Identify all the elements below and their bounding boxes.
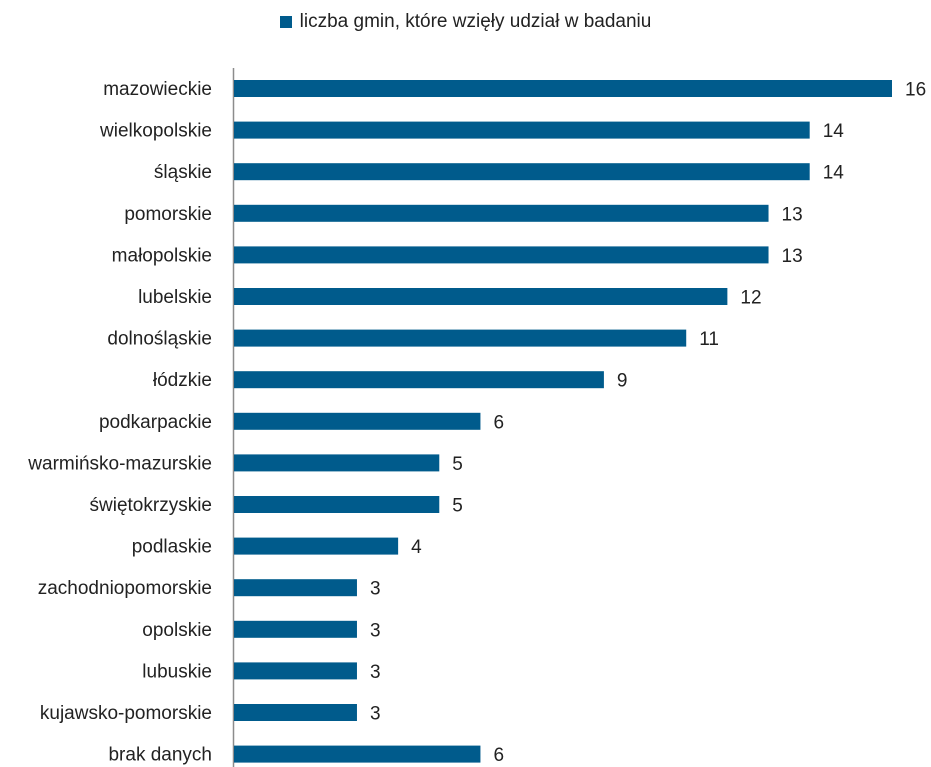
data-label: 3 [370,662,381,683]
data-label: 6 [493,412,504,433]
category-label: śląskie [154,162,212,183]
legend-swatch [279,16,292,28]
data-label: 4 [411,537,422,558]
legend-label: liczba gmin, które wzięły udział w badan… [299,11,652,32]
category-label: warmińsko-mazurskie [27,453,212,474]
data-label: 5 [452,454,463,475]
data-label: 13 [782,246,803,267]
data-label: 9 [617,371,628,392]
bar [234,371,604,389]
data-label: 3 [370,579,381,600]
data-label: 6 [493,745,504,766]
bar [234,163,810,181]
legend: liczba gmin, które wzięły udział w badan… [0,10,931,34]
bar [234,204,769,222]
bar [234,412,481,430]
bar [234,496,440,513]
data-label: 14 [823,163,845,184]
bar [234,454,440,472]
category-label: lubelskie [138,287,212,308]
bar [234,80,892,97]
data-label: 3 [370,704,381,725]
bar [234,246,769,264]
bar [234,537,399,555]
bar [234,579,357,597]
bar [234,662,357,680]
bar [234,121,810,139]
category-label: opolskie [142,620,212,641]
category-label: świętokrzyskie [90,495,212,516]
category-label: dolnośląskie [107,329,212,350]
bar [234,620,357,638]
category-label: brak danych [108,745,212,766]
bar [234,745,481,763]
category-label: kujawsko-pomorskie [40,703,212,724]
data-label: 5 [452,496,463,517]
data-label: 14 [823,121,845,142]
category-label: podlaskie [132,537,212,558]
category-label: łódzkie [153,370,212,391]
bar [234,329,687,347]
category-label: pomorskie [124,204,212,225]
data-label: 11 [699,329,719,350]
category-label: małopolskie [112,245,212,266]
category-label: zachodniopomorskie [38,578,212,599]
bar [234,288,728,305]
bar [234,704,357,721]
data-label: 12 [740,288,761,309]
category-label: podkarpackie [99,412,212,433]
category-label: mazowieckie [103,79,212,100]
category-label: wielkopolskie [99,121,212,142]
data-label: 13 [782,204,803,225]
data-label: 3 [370,620,381,641]
data-label: 16 [905,80,926,101]
category-label: lubuskie [142,661,212,682]
